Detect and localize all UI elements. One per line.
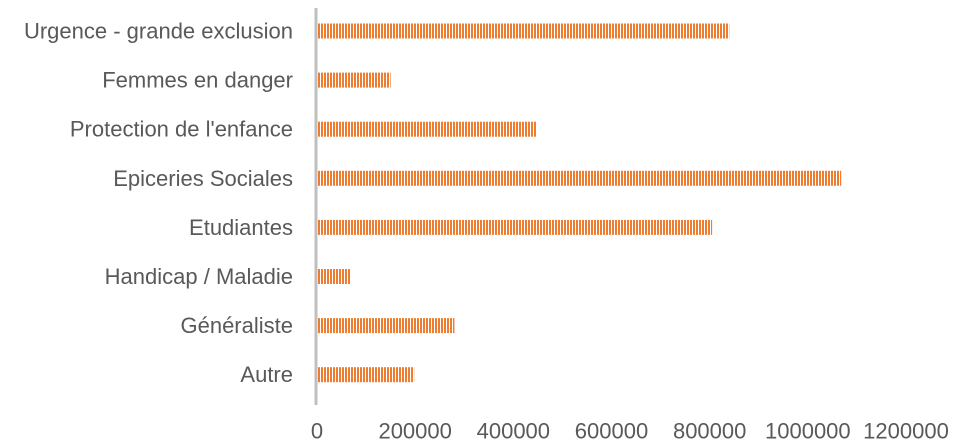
x-tick-labels: 0 200000 400000 600000 800000 1000000 1200000	[311, 419, 949, 442]
x-tick-label: 600000	[575, 419, 648, 442]
category-label: Généraliste	[180, 313, 293, 338]
x-tick-label: 1000000	[765, 419, 851, 442]
x-tick-label: 0	[311, 419, 323, 442]
category-label: Etudiantes	[189, 215, 293, 240]
category-label: Urgence - grande exclusion	[24, 19, 293, 44]
bars-group	[317, 23, 842, 383]
x-tick-label: 400000	[477, 419, 550, 442]
x-tick-label: 1200000	[863, 419, 949, 442]
bar	[317, 318, 455, 334]
category-label: Autre	[240, 362, 293, 387]
bar	[317, 170, 842, 186]
bar	[317, 23, 730, 39]
category-labels: Urgence - grande exclusion Femmes en dang…	[24, 19, 293, 388]
bar	[317, 269, 351, 284]
category-label: Handicap / Maladie	[105, 264, 293, 289]
bar	[317, 367, 415, 383]
bar	[317, 219, 713, 235]
bar	[317, 72, 391, 88]
category-label: Femmes en danger	[102, 68, 293, 93]
category-label: Protection de l'enfance	[70, 117, 293, 142]
x-tick-label: 200000	[378, 419, 451, 442]
bar	[317, 121, 537, 137]
x-tick-label: 800000	[673, 419, 746, 442]
category-label: Epiceries Sociales	[113, 166, 293, 191]
